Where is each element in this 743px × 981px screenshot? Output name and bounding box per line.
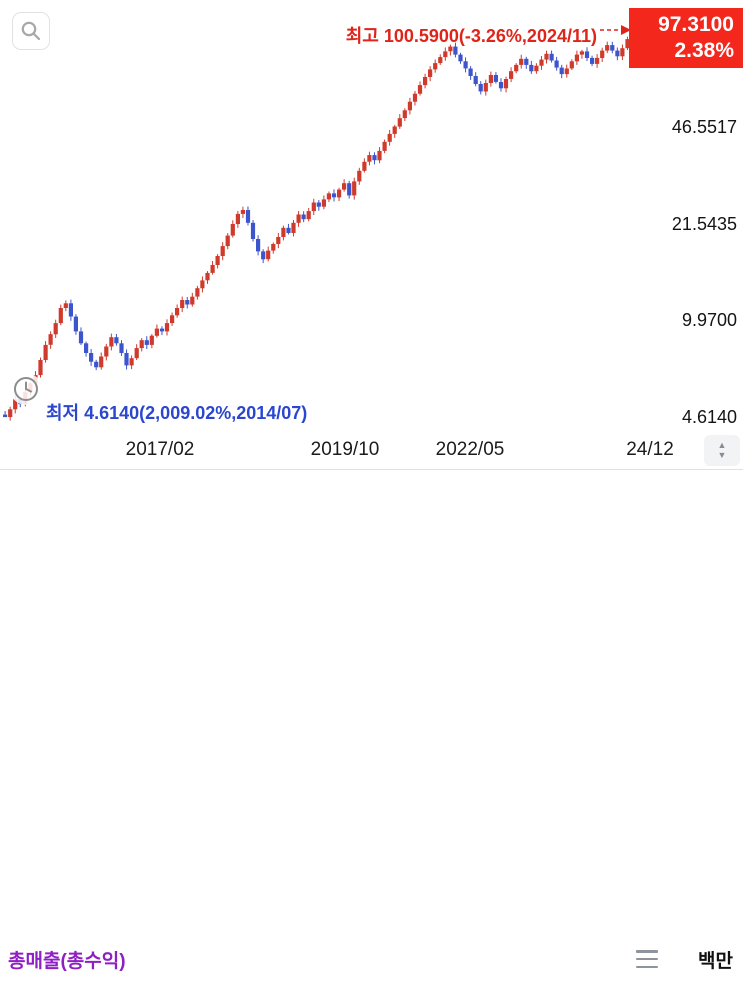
time-axis: 2017/02 2019/10 2022/05 24/12 ▲ ▼ xyxy=(0,432,743,470)
history-clock-button[interactable] xyxy=(10,373,42,405)
magnifier-icon xyxy=(21,21,41,41)
y-axis-tick: 4.6140 xyxy=(681,407,737,427)
price-badge: 97.3100 2.38% xyxy=(629,8,743,69)
x-axis-tick: 2022/05 xyxy=(435,439,505,460)
x-axis-tick: 24/12 xyxy=(626,439,674,460)
axis-stepper[interactable]: ▲ ▼ xyxy=(704,435,740,466)
high-annotation: 최고 100.5900(-3.26%,2024/11) xyxy=(345,26,597,46)
stepper-up-icon: ▲ xyxy=(717,440,727,450)
x-axis-tick: 2019/10 xyxy=(310,439,380,460)
zoom-button[interactable] xyxy=(12,12,50,50)
y-axis-tick: 9.9700 xyxy=(681,310,737,330)
panel-operating-profit: 영업이익 × 백만 471 352 233 114 xyxy=(0,640,743,815)
price-chart-panel[interactable]: 최고 100.5900(-3.26%,2024/11) 97.3100 2.38… xyxy=(0,0,743,432)
current-price: 97.3100 xyxy=(658,13,734,36)
x-axis-tick: 2017/02 xyxy=(125,439,195,460)
y-axis-tick: 46.5517 xyxy=(671,117,737,137)
panel-title-revenue: 총매출(총수익) xyxy=(8,951,126,972)
unit-label: 백만 xyxy=(698,951,733,972)
y-axis-tick: 21.5435 xyxy=(671,214,737,234)
panel-revenue: 총매출(총수익) × 백만 1,508 1,179 851 522 xyxy=(0,470,743,972)
stepper-down-icon: ▼ xyxy=(717,450,727,460)
hamburger-icon xyxy=(636,950,658,953)
low-annotation: 최저 4.6140(2,009.02%,2014/07) xyxy=(46,403,308,423)
clock-icon xyxy=(14,377,38,401)
panel-per: PER × 배 1,579.50 1,193.64 807.77 421.91 … xyxy=(0,810,743,981)
change-percent: 2.38% xyxy=(674,38,734,62)
menu-button[interactable] xyxy=(636,950,658,968)
